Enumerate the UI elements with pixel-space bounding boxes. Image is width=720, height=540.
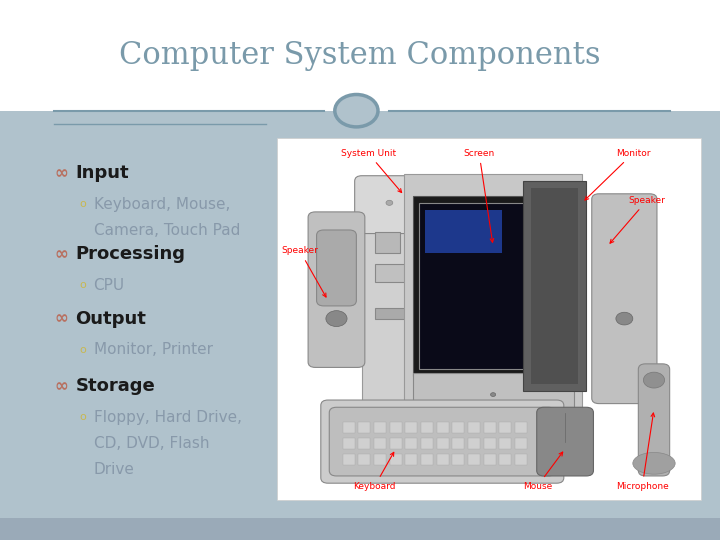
Polygon shape — [362, 181, 438, 434]
Text: Keyboard, Mouse,: Keyboard, Mouse, — [94, 197, 230, 212]
Ellipse shape — [633, 453, 675, 474]
FancyBboxPatch shape — [468, 454, 480, 465]
FancyBboxPatch shape — [515, 454, 527, 465]
FancyBboxPatch shape — [390, 438, 402, 449]
FancyBboxPatch shape — [472, 406, 506, 449]
Text: Speaker: Speaker — [282, 246, 326, 297]
Text: ∞: ∞ — [54, 164, 68, 182]
FancyBboxPatch shape — [468, 438, 480, 449]
FancyBboxPatch shape — [343, 454, 355, 465]
Text: Drive: Drive — [94, 462, 135, 477]
FancyBboxPatch shape — [421, 438, 433, 449]
FancyBboxPatch shape — [437, 422, 449, 433]
Text: CPU: CPU — [94, 278, 125, 293]
Text: Screen: Screen — [464, 149, 495, 242]
FancyBboxPatch shape — [355, 176, 445, 233]
FancyBboxPatch shape — [405, 422, 418, 433]
Text: System Unit: System Unit — [341, 149, 402, 193]
FancyBboxPatch shape — [419, 203, 567, 369]
Circle shape — [490, 393, 495, 396]
FancyBboxPatch shape — [359, 454, 370, 465]
Circle shape — [616, 312, 633, 325]
Bar — [0, 0, 720, 111]
FancyBboxPatch shape — [426, 210, 502, 253]
FancyBboxPatch shape — [500, 438, 511, 449]
FancyBboxPatch shape — [343, 438, 355, 449]
FancyBboxPatch shape — [500, 454, 511, 465]
Text: o: o — [79, 280, 86, 290]
Text: Storage: Storage — [76, 377, 156, 395]
FancyBboxPatch shape — [500, 422, 511, 433]
Text: Camera, Touch Pad: Camera, Touch Pad — [94, 222, 240, 238]
FancyBboxPatch shape — [452, 422, 464, 433]
Text: ∞: ∞ — [54, 377, 68, 395]
Polygon shape — [404, 174, 582, 409]
FancyBboxPatch shape — [484, 454, 495, 465]
FancyBboxPatch shape — [317, 230, 356, 306]
Circle shape — [335, 94, 378, 127]
Text: CD, DVD, Flash: CD, DVD, Flash — [94, 436, 209, 451]
Text: o: o — [79, 413, 86, 422]
Text: ∞: ∞ — [54, 309, 68, 328]
FancyBboxPatch shape — [437, 454, 449, 465]
Text: ∞: ∞ — [54, 245, 68, 263]
FancyBboxPatch shape — [405, 454, 418, 465]
FancyBboxPatch shape — [374, 454, 386, 465]
FancyBboxPatch shape — [452, 454, 464, 465]
FancyBboxPatch shape — [359, 422, 370, 433]
FancyBboxPatch shape — [523, 181, 586, 391]
FancyBboxPatch shape — [413, 373, 574, 409]
FancyBboxPatch shape — [359, 438, 370, 449]
FancyBboxPatch shape — [390, 422, 402, 433]
FancyBboxPatch shape — [374, 308, 426, 319]
FancyBboxPatch shape — [468, 422, 480, 433]
Text: Processing: Processing — [76, 245, 186, 263]
Bar — [277, 138, 701, 500]
FancyBboxPatch shape — [374, 438, 386, 449]
Text: o: o — [79, 345, 86, 355]
Bar — [0, 518, 720, 540]
Text: Microphone: Microphone — [616, 413, 669, 491]
Text: Floppy, Hard Drive,: Floppy, Hard Drive, — [94, 410, 242, 425]
FancyBboxPatch shape — [515, 422, 527, 433]
FancyBboxPatch shape — [405, 438, 418, 449]
FancyBboxPatch shape — [452, 438, 464, 449]
Text: o: o — [79, 199, 86, 209]
Text: Mouse: Mouse — [523, 452, 563, 491]
FancyBboxPatch shape — [515, 438, 527, 449]
FancyBboxPatch shape — [308, 212, 365, 367]
Text: Monitor: Monitor — [585, 149, 650, 200]
Text: Input: Input — [76, 164, 129, 182]
FancyBboxPatch shape — [321, 400, 564, 483]
Circle shape — [386, 200, 393, 205]
Text: Keyboard: Keyboard — [354, 453, 396, 491]
Circle shape — [326, 310, 347, 327]
FancyBboxPatch shape — [536, 407, 593, 476]
FancyBboxPatch shape — [592, 194, 657, 403]
FancyBboxPatch shape — [438, 442, 540, 463]
FancyBboxPatch shape — [390, 454, 402, 465]
FancyBboxPatch shape — [343, 422, 355, 433]
FancyBboxPatch shape — [329, 407, 555, 476]
FancyBboxPatch shape — [374, 232, 400, 253]
FancyBboxPatch shape — [437, 438, 449, 449]
Text: Output: Output — [76, 309, 146, 328]
Text: Computer System Components: Computer System Components — [120, 40, 600, 71]
FancyBboxPatch shape — [484, 422, 495, 433]
Text: Speaker: Speaker — [610, 196, 665, 243]
FancyBboxPatch shape — [421, 422, 433, 433]
FancyBboxPatch shape — [413, 195, 574, 376]
FancyBboxPatch shape — [639, 364, 670, 476]
Text: Monitor, Printer: Monitor, Printer — [94, 342, 212, 357]
FancyBboxPatch shape — [421, 454, 433, 465]
FancyBboxPatch shape — [374, 422, 386, 433]
Circle shape — [644, 372, 665, 388]
FancyBboxPatch shape — [374, 264, 426, 282]
FancyBboxPatch shape — [531, 188, 577, 384]
FancyBboxPatch shape — [484, 438, 495, 449]
Bar — [0, 111, 720, 518]
